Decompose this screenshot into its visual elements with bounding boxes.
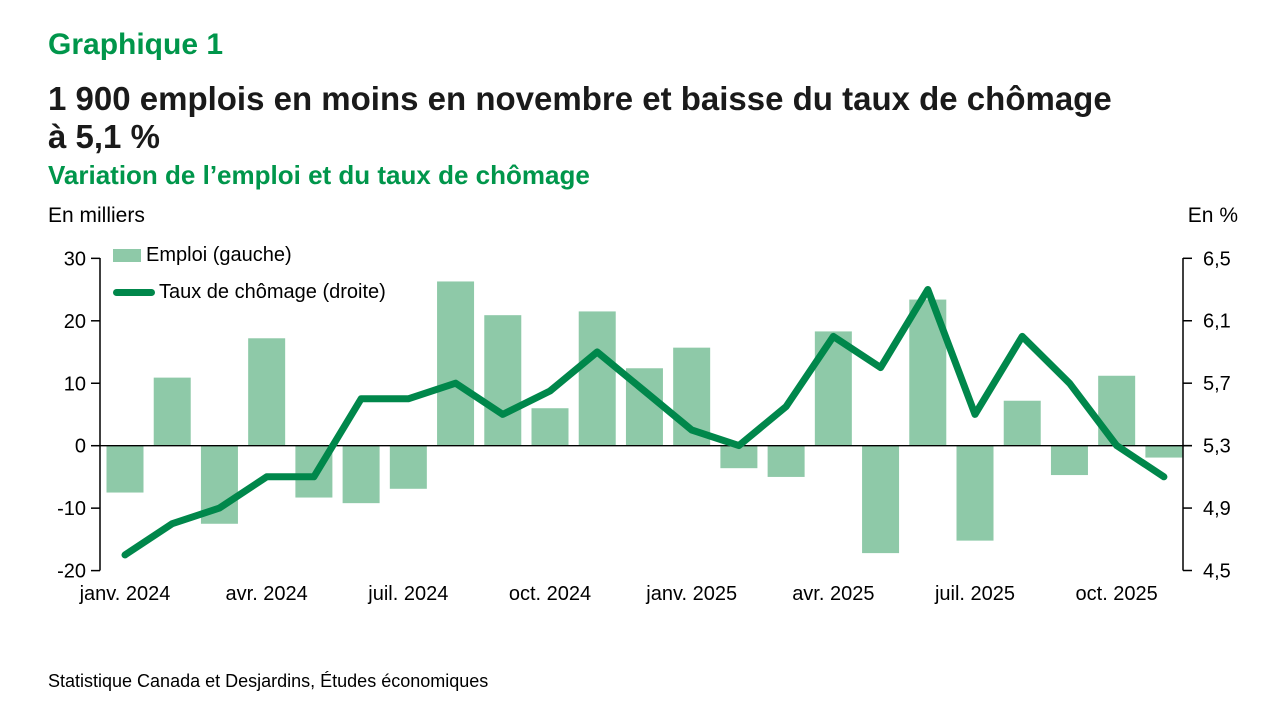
employment-bar-janv. 2024 (106, 445, 144, 493)
unemployment-line-swatch-icon (113, 288, 155, 296)
right-axis-tick-label: 4,9 (1203, 498, 1231, 520)
chart-legend: Emploi (gauche) Taux de chômage (droite) (113, 243, 386, 317)
left-axis-tick-label: 0 (75, 436, 86, 458)
employment-bar-mai 2025 (862, 445, 900, 554)
employment-bar-oct. 2025 (1098, 375, 1136, 446)
employment-bar-mars 2025 (767, 445, 805, 477)
left-axis-unit-label: En milliers (48, 204, 145, 227)
legend-label-unemployment: Taux de chômage (droite) (159, 280, 386, 303)
employment-bar-juin 2024 (342, 445, 380, 504)
right-axis-unit-label: En % (1187, 204, 1238, 227)
left-axis-tick-label: 10 (64, 373, 86, 395)
x-axis-label: avr. 2024 (226, 583, 308, 605)
employment-bar-févr. 2025 (720, 445, 758, 469)
legend-item-employment: Emploi (gauche) (113, 243, 386, 267)
right-axis-tick-label: 6,1 (1203, 311, 1231, 333)
legend-item-unemployment: Taux de chômage (droite) (113, 280, 386, 304)
x-axis-label: oct. 2025 (1076, 583, 1158, 605)
right-axis-tick-label: 5,3 (1203, 436, 1231, 458)
chart-plot-area: 30 20 10 0 -10 -20 6,5 6,1 5,7 5,3 4,9 4,5 janv. 202… (0, 230, 1280, 630)
right-axis-tick-label: 4,5 (1203, 561, 1231, 583)
employment-bar-févr. 2024 (153, 377, 191, 446)
chart-title-line2: à 5,1 % (48, 118, 160, 155)
right-axis-tick-label: 5,7 (1203, 373, 1231, 395)
employment-bar-août 2025 (1003, 400, 1041, 446)
chart-subtitle: Variation de l’emploi et du taux de chôm… (48, 160, 590, 190)
right-axis-tick-label: 6,5 (1203, 248, 1231, 270)
left-axis-tick-label: -10 (57, 498, 86, 520)
employment-bar-sept. 2024 (484, 315, 522, 446)
chart-title-line1: 1 900 emplois en moins en novembre et ba… (48, 80, 1112, 117)
employment-bar-oct. 2024 (531, 408, 569, 446)
left-axis-tick-label: 30 (64, 248, 86, 270)
x-axis-label: juil. 2024 (367, 583, 448, 605)
employment-bar-avr. 2024 (248, 338, 286, 446)
employment-bar-août 2024 (437, 281, 475, 446)
employment-bar-swatch-icon (113, 248, 141, 262)
x-axis-label: avr. 2025 (792, 583, 874, 605)
x-axis-label: oct. 2024 (509, 583, 591, 605)
chart-number-heading: Graphique 1 (48, 28, 224, 61)
employment-bar-juil. 2025 (956, 445, 994, 541)
employment-bar-nov. 2025 (1145, 445, 1183, 458)
employment-bar-nov. 2024 (578, 311, 616, 446)
chart-title: 1 900 emplois en moins en novembre et ba… (48, 80, 1112, 156)
unemployment-rate-line (121, 286, 1168, 559)
source-note: Statistique Canada et Desjardins, Études… (48, 671, 489, 691)
x-axis-label: janv. 2025 (645, 583, 737, 605)
legend-label-employment: Emploi (gauche) (146, 243, 292, 266)
employment-bar-juil. 2024 (389, 445, 427, 489)
employment-unemployment-chart: 30 20 10 0 -10 -20 6,5 6,1 5,7 5,3 4,9 4,5 janv. 202… (57, 248, 1231, 605)
left-axis-tick-label: 20 (64, 311, 86, 333)
left-axis-tick-label: -20 (57, 561, 86, 583)
x-axis-label: janv. 2024 (79, 583, 171, 605)
employment-bar-sept. 2025 (1050, 445, 1088, 476)
x-axis-label: juil. 2025 (934, 583, 1015, 605)
